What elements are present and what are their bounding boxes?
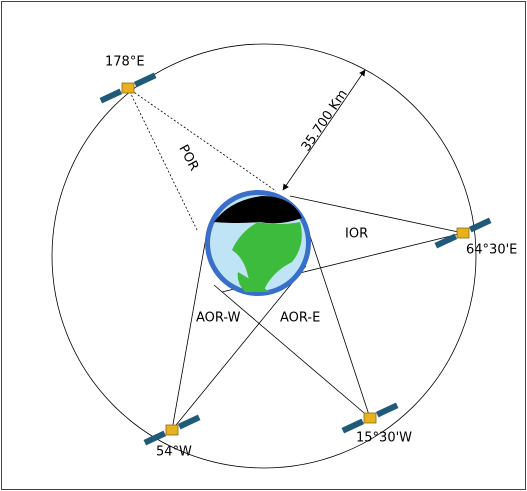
satellite [341, 402, 399, 434]
satellite-label: 178°E [105, 55, 145, 70]
satellite-label: 54°W [156, 445, 192, 460]
satellite [143, 414, 201, 446]
satellite [99, 72, 157, 104]
earth [205, 190, 311, 296]
distance-label: 35.700 Km [299, 87, 351, 154]
satellite-label: 64°30'E [466, 243, 517, 258]
orbit [51, 43, 477, 469]
region-label: AOR-E [280, 311, 320, 326]
region-label: IOR [345, 227, 368, 242]
satellite-label: 15°30'W [356, 431, 412, 446]
region-label: POR [175, 142, 201, 173]
region-label: AOR-W [196, 311, 241, 326]
